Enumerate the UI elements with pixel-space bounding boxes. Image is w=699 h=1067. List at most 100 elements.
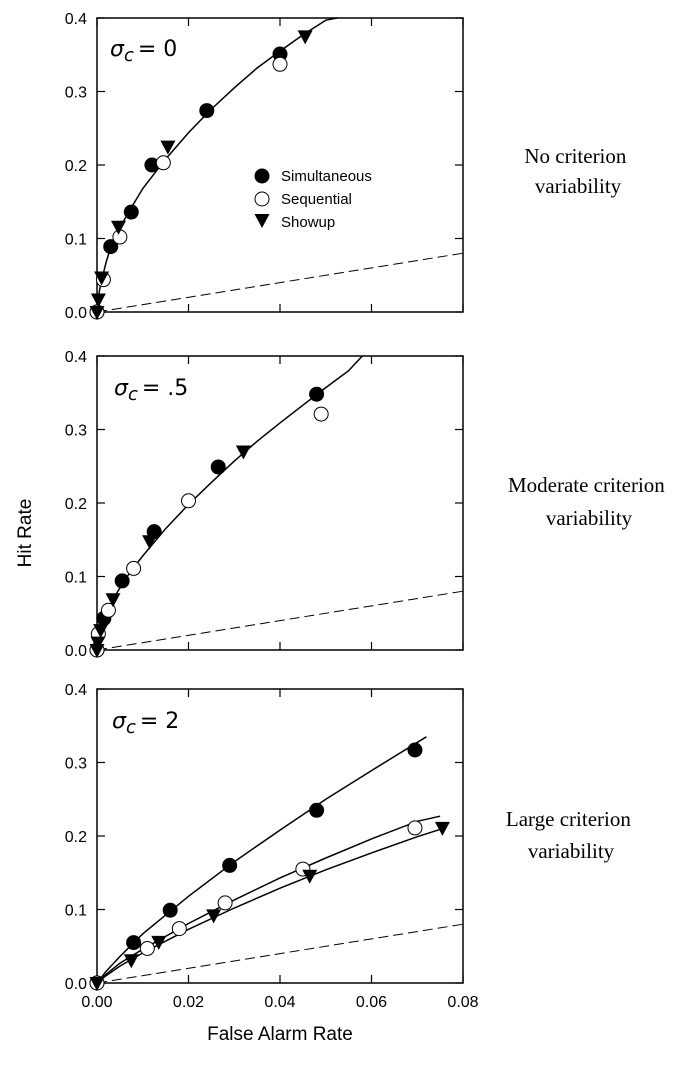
panel-3-y-tick-label: 0.0 bbox=[65, 976, 87, 993]
panel-2-y-tick-label: 0.1 bbox=[65, 570, 87, 587]
panel-1-marks: 0.0 0.1 0.2 0.3 0.4 bbox=[65, 11, 464, 322]
panel-2-sigma-subscript: c bbox=[128, 384, 138, 405]
panel-3-sequential-point bbox=[139, 940, 155, 956]
panel-2-sequential-point bbox=[126, 560, 142, 576]
panel-1-showup-point bbox=[111, 220, 127, 235]
panel-1-side-label-line-2: variability bbox=[535, 174, 622, 198]
panel-2-side-label-line-1: Moderate criterion bbox=[508, 473, 665, 497]
legend-marker-sequential bbox=[254, 191, 270, 207]
panel-3-simultaneous-point bbox=[162, 902, 178, 918]
panel-2-sigma-symbol: σ bbox=[114, 376, 129, 401]
panel-1-sequential-point bbox=[155, 155, 171, 171]
legend: Simultaneous Sequential Showup bbox=[254, 168, 372, 231]
legend-marker-simultaneous bbox=[254, 168, 270, 184]
panel-3-side-label-line-2: variability bbox=[528, 839, 615, 863]
panel-1-side-label: No criterion variability bbox=[524, 144, 631, 198]
panel-3-sequential-point bbox=[171, 921, 187, 937]
panel-3-side-label-line-1: Large criterion bbox=[506, 807, 631, 831]
panel-2-side-label-line-2: variability bbox=[546, 506, 633, 530]
panel-3-fit-curve-3 bbox=[96, 827, 443, 984]
panel-2-sequential-point bbox=[181, 493, 196, 509]
legend-marker-showup bbox=[254, 214, 270, 228]
panel-3-showup-point bbox=[206, 909, 222, 924]
panel-3-simultaneous-point bbox=[407, 742, 423, 758]
panel-1-sigma-label: σc = 0 bbox=[110, 37, 177, 66]
panel-2-y-tick-label: 0.2 bbox=[65, 496, 87, 513]
panel-3-x-tick-label: 0.04 bbox=[264, 994, 295, 1011]
x-axis-title: False Alarm Rate bbox=[207, 1024, 353, 1045]
panel-3-fit-curve-1 bbox=[96, 736, 427, 984]
panel-1-showup-point bbox=[160, 140, 176, 155]
panel-1-simultaneous-point bbox=[199, 103, 215, 119]
panel-1-sigma-subscript: c bbox=[124, 45, 134, 66]
panel-3-sequential-point bbox=[217, 895, 233, 911]
panel-3-y-tick-label: 0.2 bbox=[65, 829, 87, 846]
panel-2-showup-point bbox=[93, 624, 109, 639]
panel-1-y-tick-label: 0.1 bbox=[65, 232, 87, 249]
panel-3-fit-curve-2 bbox=[96, 815, 441, 984]
panel-3-showup-point bbox=[123, 954, 139, 969]
panel-1-chance-line bbox=[96, 252, 464, 313]
panel-3-sigma-value: = 2 bbox=[140, 709, 179, 734]
panel-1-y-tick-label: 0.0 bbox=[65, 305, 87, 322]
panel-2-y-tick-label: 0.3 bbox=[65, 423, 87, 440]
panel-1-showup-point bbox=[90, 293, 106, 308]
panel-2-showup-point bbox=[235, 445, 251, 460]
panel-2-showup-point bbox=[89, 644, 105, 658]
panel-1-simultaneous-point bbox=[123, 204, 139, 220]
panel-3-y-tick-label: 0.4 bbox=[65, 682, 87, 699]
panel-3-showup-point bbox=[89, 977, 105, 991]
panel-1-sequential-point bbox=[272, 56, 288, 72]
panel-2-sigma-value: = .5 bbox=[142, 376, 188, 401]
panel-1-y-tick-label: 0.2 bbox=[65, 158, 87, 175]
panel-3-marks: 0.0 0.1 0.2 0.3 0.4 0.00 0.02 0.04 0.06 0.08 bbox=[65, 682, 479, 1011]
panel-1-sigma-symbol: σ bbox=[110, 37, 125, 62]
panel-3-sigma-subscript: c bbox=[126, 717, 136, 738]
panel-2-sequential-point bbox=[313, 406, 329, 422]
panel-2-y-tick-label: 0.4 bbox=[65, 349, 87, 366]
panel-3-x-tick-label: 0.06 bbox=[356, 994, 387, 1011]
panel-2-simultaneous-point bbox=[309, 386, 325, 402]
panel-2: 0.0 0.1 0.2 0.3 0.4 σc = .5 Moderate criterio… bbox=[65, 349, 670, 660]
panel-3-simultaneous-point bbox=[126, 935, 142, 951]
panel-2-showup-point bbox=[105, 593, 121, 608]
panel-1-showup-point bbox=[297, 30, 313, 45]
panel-1-simultaneous-point bbox=[272, 46, 288, 62]
panel-2-showup-point bbox=[90, 636, 106, 651]
panel-3-simultaneous-point bbox=[222, 857, 238, 873]
panel-1-simultaneous-point bbox=[103, 239, 119, 255]
panel-1-sigma-value: = 0 bbox=[138, 37, 177, 62]
panel-1-simultaneous-point bbox=[144, 157, 160, 173]
panel-2-sequential-point bbox=[100, 602, 116, 618]
legend-label-sequential: Sequential bbox=[281, 191, 352, 208]
panel-2-chance-line bbox=[96, 590, 464, 651]
legend-label-simultaneous: Simultaneous bbox=[281, 168, 372, 185]
panel-3-showup-point bbox=[302, 869, 318, 884]
panel-1: 0.0 0.1 0.2 0.3 0.4 σc = 0 Simultaneous Seque… bbox=[65, 11, 631, 322]
panel-3-sequential-point bbox=[407, 820, 423, 836]
panel-1-side-label-line-1: No criterion bbox=[524, 144, 627, 168]
panel-2-simultaneous-point bbox=[114, 573, 130, 589]
panel-3-showup-point bbox=[434, 821, 450, 836]
panel-2-showup-point bbox=[142, 535, 158, 550]
panel-2-y-tick-label: 0.0 bbox=[65, 643, 87, 660]
legend-label-showup: Showup bbox=[281, 214, 335, 231]
panel-2-sigma-label: σc = .5 bbox=[114, 376, 188, 405]
panel-1-showup-point bbox=[94, 271, 110, 286]
panel-1-y-tick-label: 0.3 bbox=[65, 85, 87, 102]
panel-3-y-tick-label: 0.3 bbox=[65, 756, 87, 773]
panel-3-simultaneous-point bbox=[309, 802, 325, 818]
panel-3: 0.0 0.1 0.2 0.3 0.4 0.00 0.02 0.04 0.06 0.08 σc = … bbox=[65, 682, 636, 1011]
panel-2-simultaneous-point bbox=[210, 459, 226, 475]
panel-1-y-tick-label: 0.4 bbox=[65, 11, 87, 28]
panel-2-side-label: Moderate criterion variability bbox=[508, 473, 670, 530]
panel-3-side-label: Large criterion variability bbox=[506, 807, 636, 863]
panel-3-sigma-label: σc = 2 bbox=[112, 709, 179, 738]
panel-2-marks: 0.0 0.1 0.2 0.3 0.4 bbox=[65, 349, 464, 660]
panel-1-showup-point bbox=[89, 306, 105, 320]
panel-3-sigma-symbol: σ bbox=[112, 709, 127, 734]
panel-3-showup-point bbox=[151, 935, 167, 950]
panel-3-x-tick-label: 0.00 bbox=[81, 994, 112, 1011]
panel-3-y-tick-label: 0.1 bbox=[65, 903, 87, 920]
